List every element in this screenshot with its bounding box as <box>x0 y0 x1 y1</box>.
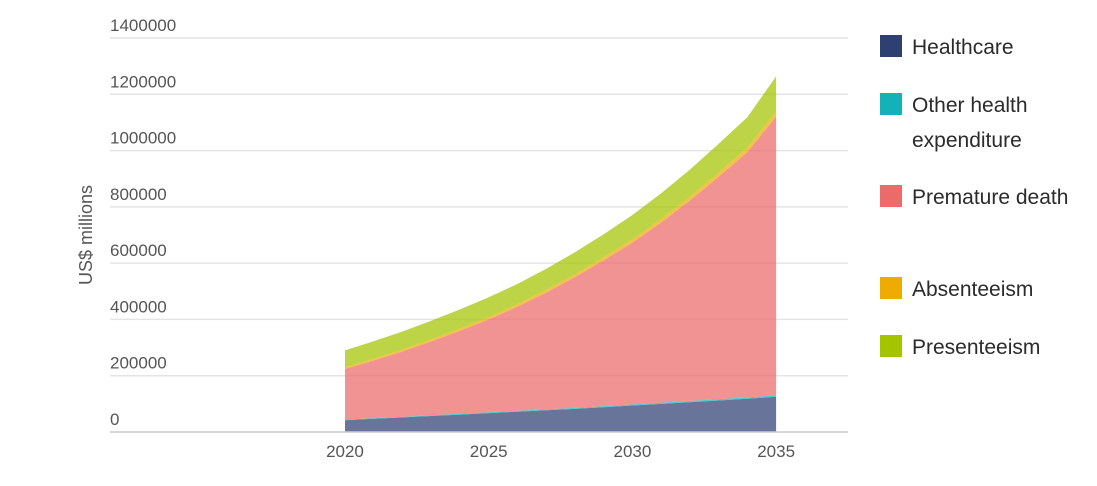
y-tick-label: 600000 <box>110 241 167 260</box>
legend-item-healthcare: Healthcare <box>880 30 1072 65</box>
y-axis-title: US$ millions <box>76 185 96 285</box>
y-tick-label: 0 <box>110 410 119 429</box>
gridlines <box>110 37 848 377</box>
x-tick-label: 2025 <box>470 442 508 461</box>
legend-item-other-health-expenditure: Other health expenditure <box>880 88 1072 158</box>
x-tick-label: 2030 <box>614 442 652 461</box>
legend-swatch <box>880 93 902 115</box>
y-tick-label: 800000 <box>110 185 167 204</box>
area-premature-death <box>345 116 777 420</box>
area-presenteeism <box>345 76 777 368</box>
legend-item-premature-death: Premature death <box>880 180 1072 215</box>
y-tick-label: 1400000 <box>110 16 176 35</box>
x-tick-label: 2035 <box>757 442 795 461</box>
legend-item-absenteeism: Absenteeism <box>880 272 1072 307</box>
legend-label: Premature death <box>912 186 1069 209</box>
legend-label: Presenteeism <box>912 336 1041 359</box>
legend-swatch <box>880 335 902 357</box>
area-healthcare <box>345 396 777 432</box>
area-series <box>345 76 777 432</box>
legend-label: Healthcare <box>912 36 1014 59</box>
legend-label: Other health expenditure <box>912 94 1028 152</box>
legend-label: Absenteeism <box>912 278 1034 301</box>
legend-swatch <box>880 185 902 207</box>
legend-swatch <box>880 35 902 57</box>
y-tick-label: 1000000 <box>110 129 176 148</box>
y-tick-label: 400000 <box>110 297 167 316</box>
y-tick-label: 1200000 <box>110 72 176 91</box>
y-tick-label: 200000 <box>110 354 167 373</box>
y-axis-ticks: 0 200000 400000 600000 800000 1000000 1200000 1… <box>110 16 176 429</box>
x-axis-ticks: 2020 2025 2030 2035 <box>326 442 795 461</box>
legend-swatch <box>880 277 902 299</box>
area-other-health-expenditure <box>345 395 777 421</box>
x-tick-label: 2020 <box>326 442 364 461</box>
legend-item-presenteeism: Presenteeism <box>880 330 1072 365</box>
